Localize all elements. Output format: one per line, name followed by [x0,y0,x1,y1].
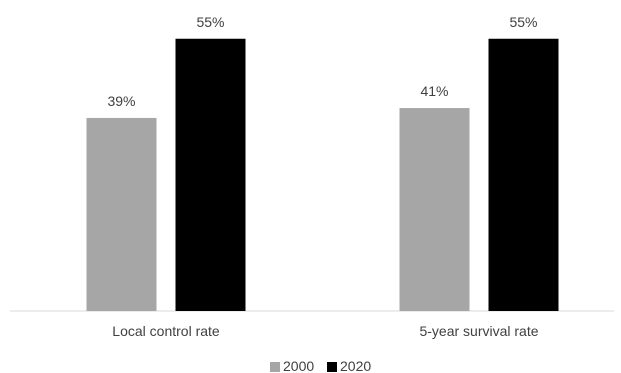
data-label-2020-2: 55% [509,14,537,30]
data-label-2000-1: 39% [107,93,135,109]
bar-2020-2 [488,38,559,311]
legend-label-2020: 2020 [340,358,371,373]
legend-swatch-2000 [270,362,280,372]
bars-group [86,38,559,311]
category-label-1: Local control rate [112,323,220,339]
category-label-2: 5-year survival rate [419,323,538,339]
bar-2020-1 [175,38,246,311]
bar-2000-1 [86,117,157,311]
legend-swatch-2020 [327,362,337,372]
legend-label-2000: 2000 [283,358,314,373]
bar-2000-2 [399,108,470,311]
data-label-2000-2: 41% [420,83,448,99]
category-labels-group: Local control rate 5-year survival rate [112,323,538,339]
data-label-2020-1: 55% [196,14,224,30]
data-labels-group: 39% 55% 41% 55% [107,14,537,109]
legend: 2000 2020 [270,358,371,373]
